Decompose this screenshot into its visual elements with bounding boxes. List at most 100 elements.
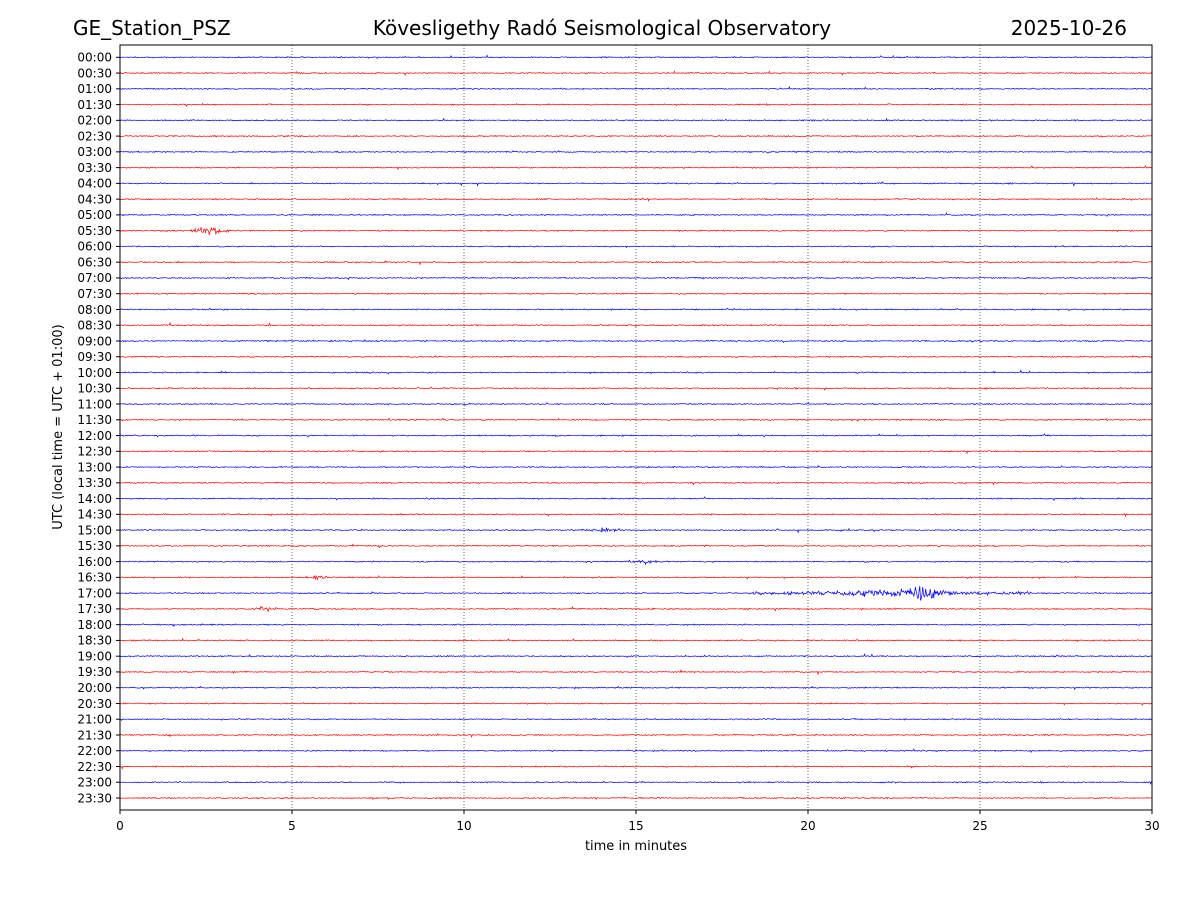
x-tick-label: 0: [116, 819, 124, 833]
gridlines: [291, 45, 981, 810]
y-tick-label: 19:30: [77, 665, 112, 679]
trace-1830: [119, 637, 1153, 643]
y-tick-label: 08:30: [77, 319, 112, 333]
trace-1800: [119, 623, 1153, 628]
trace-0130: [119, 102, 1153, 108]
y-tick-label: 17:00: [77, 586, 112, 600]
y-tick-label: 21:00: [77, 713, 112, 727]
trace-1700: [119, 585, 1153, 601]
trace-0700: [119, 276, 1153, 281]
y-tick-label: 19:00: [77, 649, 112, 663]
y-tick-label: 23:00: [77, 776, 112, 790]
y-tick-label: 20:00: [77, 681, 112, 695]
y-tick-label: 06:30: [77, 255, 112, 269]
plot-frame: [119, 44, 1153, 811]
trace-1930: [119, 669, 1153, 676]
y-tick-label: 13:00: [77, 460, 112, 474]
y-tick-label: 09:00: [77, 334, 112, 348]
y-tick-label: 15:00: [77, 523, 112, 537]
trace-0800: [119, 307, 1153, 312]
trace-1430: [119, 512, 1153, 518]
trace-2030: [119, 701, 1153, 706]
chart-title: Kövesligethy Radó Seismological Observat…: [373, 16, 831, 40]
trace-2230: [119, 765, 1153, 770]
y-tick-label: 11:00: [77, 397, 112, 411]
trace-2300: [119, 780, 1153, 785]
x-tick-label: 5: [288, 819, 296, 833]
trace-1330: [119, 481, 1153, 486]
y-tick-label: 01:30: [77, 98, 112, 112]
trace-0030: [119, 70, 1153, 76]
y-tick-label: 17:30: [77, 602, 112, 616]
y-tick-label: 16:00: [77, 555, 112, 569]
trace-0530: [119, 226, 1153, 236]
x-tick-label: 10: [456, 819, 471, 833]
x-tick-label: 15: [628, 819, 643, 833]
trace-0400: [119, 181, 1153, 187]
trace-1000: [119, 369, 1153, 375]
trace-2000: [119, 685, 1153, 691]
y-tick-label: 23:30: [77, 791, 112, 805]
y-tick-label: 20:30: [77, 697, 112, 711]
y-tick-label: 06:00: [77, 240, 112, 254]
trace-2100: [119, 717, 1153, 722]
trace-0630: [119, 260, 1153, 266]
trace-0900: [119, 339, 1153, 344]
y-tick-label: 22:00: [77, 744, 112, 758]
x-tick-label: 20: [800, 819, 815, 833]
y-tick-label: 02:00: [77, 114, 112, 128]
trace-0830: [119, 321, 1153, 327]
y-tick-label: 10:00: [77, 366, 112, 380]
y-tick-label: 04:00: [77, 177, 112, 191]
y-tick-label: 18:00: [77, 618, 112, 632]
trace-1300: [119, 464, 1153, 469]
y-tick-label: 16:30: [77, 571, 112, 585]
y-tick-label: 14:30: [77, 508, 112, 522]
y-tick-label: 00:30: [77, 66, 112, 80]
y-tick-label: 02:30: [77, 129, 112, 143]
station-name: GE_Station_PSZ: [73, 16, 231, 40]
x-tick-label: 25: [972, 819, 987, 833]
y-tick-label: 05:00: [77, 208, 112, 222]
trace-0930: [119, 355, 1153, 359]
y-tick-label: 12:00: [77, 429, 112, 443]
y-tick-label: 15:30: [77, 539, 112, 553]
trace-1130: [119, 417, 1153, 423]
y-tick-label: 13:30: [77, 476, 112, 490]
y-tick-label: 12:30: [77, 445, 112, 459]
y-tick-label: 11:30: [77, 413, 112, 427]
y-tick-label: 00:00: [77, 51, 112, 65]
trace-1400: [119, 496, 1153, 502]
trace-2130: [119, 732, 1153, 738]
seismogram-traces: [119, 54, 1153, 801]
trace-1100: [119, 401, 1153, 406]
trace-1030: [119, 386, 1153, 391]
trace-1600: [119, 559, 1153, 566]
trace-0100: [119, 86, 1153, 91]
y-tick-label: 21:30: [77, 728, 112, 742]
trace-0330: [119, 165, 1153, 170]
x-axis-label: time in minutes: [585, 839, 687, 854]
trace-1200: [119, 433, 1153, 438]
y-axis-label: UTC (local time = UTC + 01:00): [51, 324, 66, 529]
trace-0600: [119, 244, 1153, 249]
trace-2200: [119, 748, 1153, 753]
y-tick-label: 03:00: [77, 145, 112, 159]
trace-0730: [119, 292, 1153, 296]
y-tick-label: 01:00: [77, 82, 112, 96]
y-tick-label: 14:00: [77, 492, 112, 506]
y-tick-label: 07:30: [77, 287, 112, 301]
y-tick-label: 10:30: [77, 382, 112, 396]
x-axis-ticks: 0 5 10 15 20 25 30: [116, 810, 1160, 833]
trace-1730: [119, 605, 1153, 613]
trace-1900: [119, 653, 1153, 659]
trace-0500: [119, 212, 1153, 217]
x-tick-label: 30: [1144, 819, 1159, 833]
y-tick-label: 07:00: [77, 271, 112, 285]
trace-0200: [119, 117, 1153, 122]
trace-1530: [119, 543, 1153, 549]
y-tick-label: 05:30: [77, 224, 112, 238]
trace-1500: [119, 527, 1153, 534]
